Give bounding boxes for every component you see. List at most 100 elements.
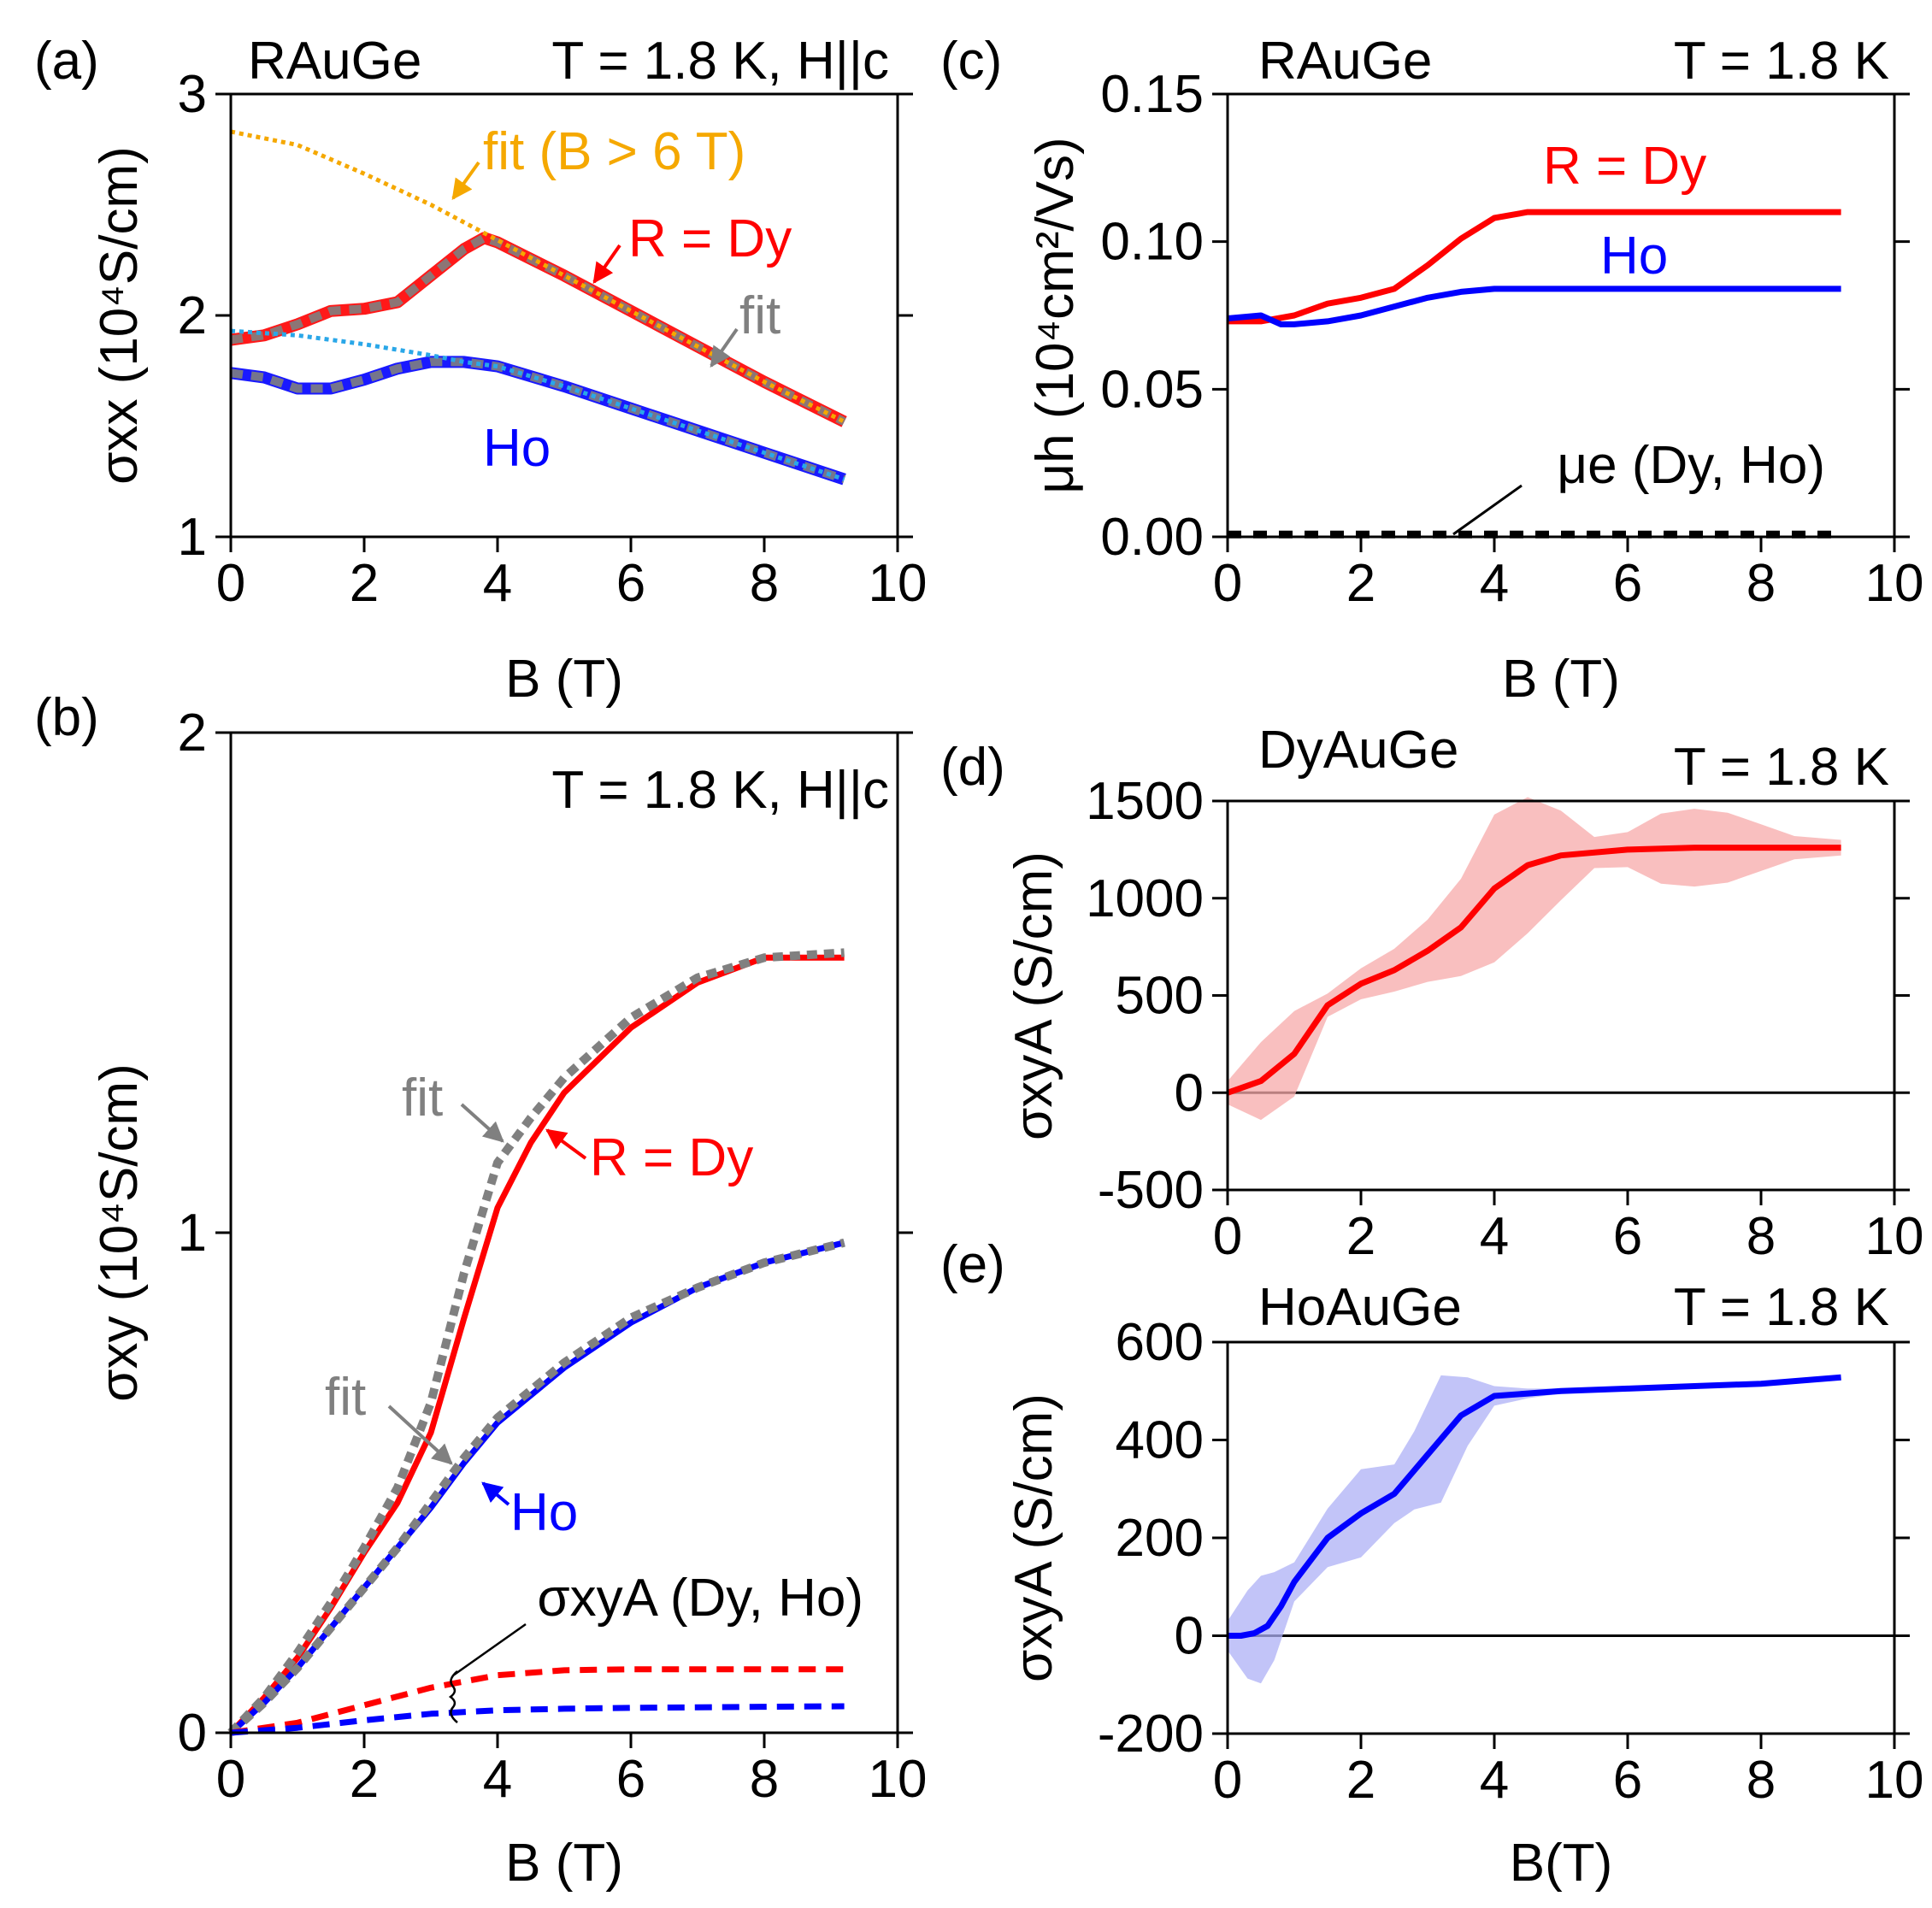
series-b-fit-ho [227, 1238, 845, 1736]
ytick-label-e-4: 600 [1116, 1313, 1204, 1372]
panel-a-frame [229, 92, 899, 539]
xtick-label-e-0: 0 [1213, 1751, 1242, 1810]
ytick-label-d-3: 1000 [1086, 869, 1204, 928]
panel-c-label: (c) [940, 32, 1002, 91]
panel-e-ylabel: σxyA (S/cm) [1004, 1393, 1063, 1682]
ytick-label-d-0: -500 [1098, 1161, 1204, 1220]
panel-c-ylabel: μh (10⁴cm²/Vs) [1026, 137, 1085, 493]
panel-e-frame [1226, 1340, 1896, 1735]
ytick-label-e-2: 200 [1116, 1509, 1204, 1568]
ytick-label-d-2: 500 [1116, 967, 1204, 1026]
xtick-label-a-0: 0 [216, 554, 245, 613]
xtick-label-e-2: 4 [1480, 1751, 1509, 1810]
series-a-fit-b-6-t-dy [230, 129, 845, 424]
xtick-label-c-1: 2 [1346, 554, 1375, 613]
panel-e-xlabel: B(T) [1510, 1834, 1613, 1893]
xtick-label-a-2: 4 [483, 554, 512, 613]
panel-b-label: (b) [34, 688, 99, 747]
arrow-fit-a [710, 327, 739, 368]
panel-b: (b) T = 1.8 K, H||c 0 2 4 6 8 10 0 1 2 B (T) σxy… [34, 688, 927, 1893]
xtick-label-c-3: 6 [1613, 554, 1642, 613]
series-e-hoauge [1228, 1374, 1841, 1639]
arrow-b-dy [545, 1128, 587, 1160]
ytick-label-a-2: 3 [178, 65, 207, 124]
ytick-label-c-3: 0.15 [1100, 65, 1204, 124]
xtick-label-e-1: 2 [1346, 1751, 1375, 1810]
series-b-fit-dy [227, 948, 845, 1736]
arrow-fit-b-dy [460, 1103, 504, 1143]
ytick-label-d-4: 1500 [1086, 772, 1204, 831]
xtick-label-d-2: 4 [1480, 1207, 1509, 1266]
arrow-b-ho [481, 1481, 510, 1506]
xtick-label-c-4: 8 [1746, 554, 1776, 613]
xtick-label-d-0: 0 [1213, 1207, 1242, 1266]
xtick-label-a-1: 2 [350, 554, 379, 613]
bracket-sigma-a [448, 1622, 527, 1723]
ytick-label-d-1: 0 [1175, 1063, 1204, 1122]
error-band-d [1228, 797, 1841, 1121]
error-band-e [1228, 1375, 1561, 1684]
annotation-c-dy: R = Dy [1543, 137, 1706, 196]
xtick-label-b-3: 6 [616, 1750, 645, 1809]
ytick-label-b-0: 0 [178, 1704, 207, 1763]
panel-a-label: (a) [34, 32, 99, 91]
series-c-dy [1228, 209, 1841, 325]
annotation-b-dy: R = Dy [590, 1128, 753, 1187]
panel-e: (e) HoAuGe T = 1.8 K 0 2 4 6 8 10-20002004006… [940, 1235, 1923, 1893]
annotation-fit-a: fit [739, 286, 780, 345]
panel-c-title-right: T = 1.8 K [1674, 32, 1889, 91]
panel-b-xlabel: B (T) [505, 1834, 623, 1893]
xtick-label-d-3: 6 [1613, 1207, 1642, 1266]
xtick-label-d-1: 2 [1346, 1207, 1375, 1266]
ytick-label-a-0: 1 [178, 508, 207, 567]
panel-c-frame [1226, 92, 1896, 539]
xtick-label-b-0: 0 [216, 1750, 245, 1809]
panel-d-label: (d) [940, 738, 1005, 797]
panel-a-title-left: RAuGe [248, 32, 421, 91]
xtick-label-b-5: 10 [869, 1750, 928, 1809]
panel-d-ylabel: σxyA (S/cm) [1004, 851, 1063, 1140]
xtick-label-a-3: 6 [616, 554, 645, 613]
panel-c-title-left: RAuGe [1258, 32, 1432, 91]
panel-c: (c) RAuGe T = 1.8 K 0 2 4 6 8 10 0.00 0.05 0.10 0… [940, 32, 1923, 709]
ytick-label-c-1: 0.05 [1100, 360, 1204, 419]
panel-e-title-right: T = 1.8 K [1674, 1278, 1889, 1337]
ytick-label-e-0: -200 [1098, 1705, 1204, 1764]
panel-e-label: (e) [940, 1235, 1005, 1294]
xtick-label-b-2: 4 [483, 1750, 512, 1809]
annotation-fit-b6t: fit (B > 6 T) [483, 122, 745, 181]
annotation-fit-b-ho: fit [325, 1368, 366, 1427]
ytick-label-b-1: 1 [178, 1204, 207, 1263]
panel-b-frame [229, 731, 899, 1734]
xtick-label-e-4: 8 [1746, 1751, 1776, 1810]
panel-d-title-right: T = 1.8 K [1674, 738, 1889, 797]
ytick-label-c-2: 0.10 [1100, 213, 1204, 272]
annotation-ho: Ho [483, 419, 551, 478]
series-a-fit-b-6-t-ho [230, 328, 845, 482]
xtick-label-c-0: 0 [1213, 554, 1242, 613]
panel-b-plot: 0 2 4 6 8 10 0 1 2 [178, 704, 928, 1809]
xtick-label-c-2: 4 [1480, 554, 1509, 613]
annotation-fit-b-dy: fit [402, 1069, 443, 1128]
panel-d-frame [1226, 799, 1896, 1192]
series-a-ho [230, 356, 846, 486]
annotation-sigma-a: σxyA (Dy, Ho) [537, 1569, 863, 1628]
xtick-label-c-5: 10 [1865, 554, 1924, 613]
panel-a-xlabel: B (T) [505, 650, 623, 709]
xtick-label-a-4: 8 [750, 554, 779, 613]
xtick-label-b-1: 2 [350, 1750, 379, 1809]
panel-a-ylabel: σxx (10⁴S/cm) [90, 146, 149, 485]
annotation-b-ho: Ho [510, 1483, 578, 1542]
ytick-label-c-0: 0.00 [1100, 508, 1204, 567]
series-c-ho [1227, 286, 1841, 327]
panel-b-ylabel: σxy (10⁴S/cm) [90, 1063, 149, 1402]
arrow-dy [592, 244, 621, 284]
panel-d: (d) DyAuGe T = 1.8 K 0 2 4 6 8 10-50005001000… [940, 721, 1923, 1266]
xtick-label-d-4: 8 [1746, 1207, 1776, 1266]
panel-b-title-right: T = 1.8 K, H||c [551, 761, 889, 820]
